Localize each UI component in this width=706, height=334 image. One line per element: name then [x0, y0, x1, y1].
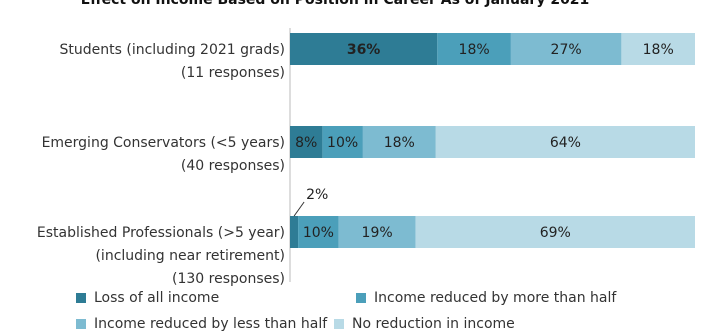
- bar-segment: [290, 216, 299, 248]
- legend-item-reduced-less-half: Income reduced by less than half: [76, 316, 327, 332]
- data-label: 69%: [540, 225, 571, 241]
- data-label: 18%: [459, 42, 490, 58]
- category-label: (40 responses): [181, 158, 285, 174]
- bar-segment: [362, 126, 436, 158]
- chart-title: Effect on Income Based on Position in Ca…: [81, 0, 590, 8]
- legend-swatch: [356, 293, 366, 303]
- legend-swatch: [334, 319, 344, 329]
- data-label: 36%: [347, 42, 381, 58]
- legend-label: No reduction in income: [352, 316, 515, 332]
- bar-segment: [415, 216, 695, 248]
- data-label: 8%: [295, 135, 317, 151]
- data-label: 10%: [327, 135, 358, 151]
- data-label: 64%: [550, 135, 581, 151]
- legend-item-loss-all: Loss of all income: [76, 290, 219, 306]
- legend-item-reduced-more-half: Income reduced by more than half: [356, 290, 616, 306]
- data-label: 18%: [384, 135, 415, 151]
- category-label: (including near retirement): [95, 248, 285, 264]
- bar-segment: [338, 216, 416, 248]
- bar-segment: [290, 126, 323, 158]
- bar-segment: [437, 33, 511, 65]
- category-label: Emerging Conservators (<5 years): [42, 135, 285, 151]
- category-label: (130 responses): [172, 271, 285, 287]
- legend-swatch: [76, 293, 86, 303]
- bar-segment: [621, 33, 695, 65]
- bar-segment: [322, 126, 363, 158]
- data-label: 18%: [643, 42, 674, 58]
- category-label: (11 responses): [181, 65, 285, 81]
- legend-label: Loss of all income: [94, 290, 220, 306]
- bar-segment: [290, 33, 438, 65]
- data-label: 19%: [362, 225, 393, 241]
- data-label: 2%: [306, 187, 328, 203]
- bar-segment: [510, 33, 622, 65]
- data-label-leader: [293, 201, 305, 217]
- data-label: 10%: [303, 225, 334, 241]
- bar-segment: [435, 126, 695, 158]
- legend-label: Income reduced by less than half: [94, 316, 328, 332]
- legend-item-no-reduction: No reduction in income: [334, 316, 515, 332]
- legend-swatch: [76, 319, 86, 329]
- legend-label: Income reduced by more than half: [374, 290, 617, 306]
- category-label: Students (including 2021 grads): [60, 42, 285, 58]
- category-label: Established Professionals (>5 year): [37, 225, 285, 241]
- bar-segment: [298, 216, 339, 248]
- data-label: 27%: [551, 42, 582, 58]
